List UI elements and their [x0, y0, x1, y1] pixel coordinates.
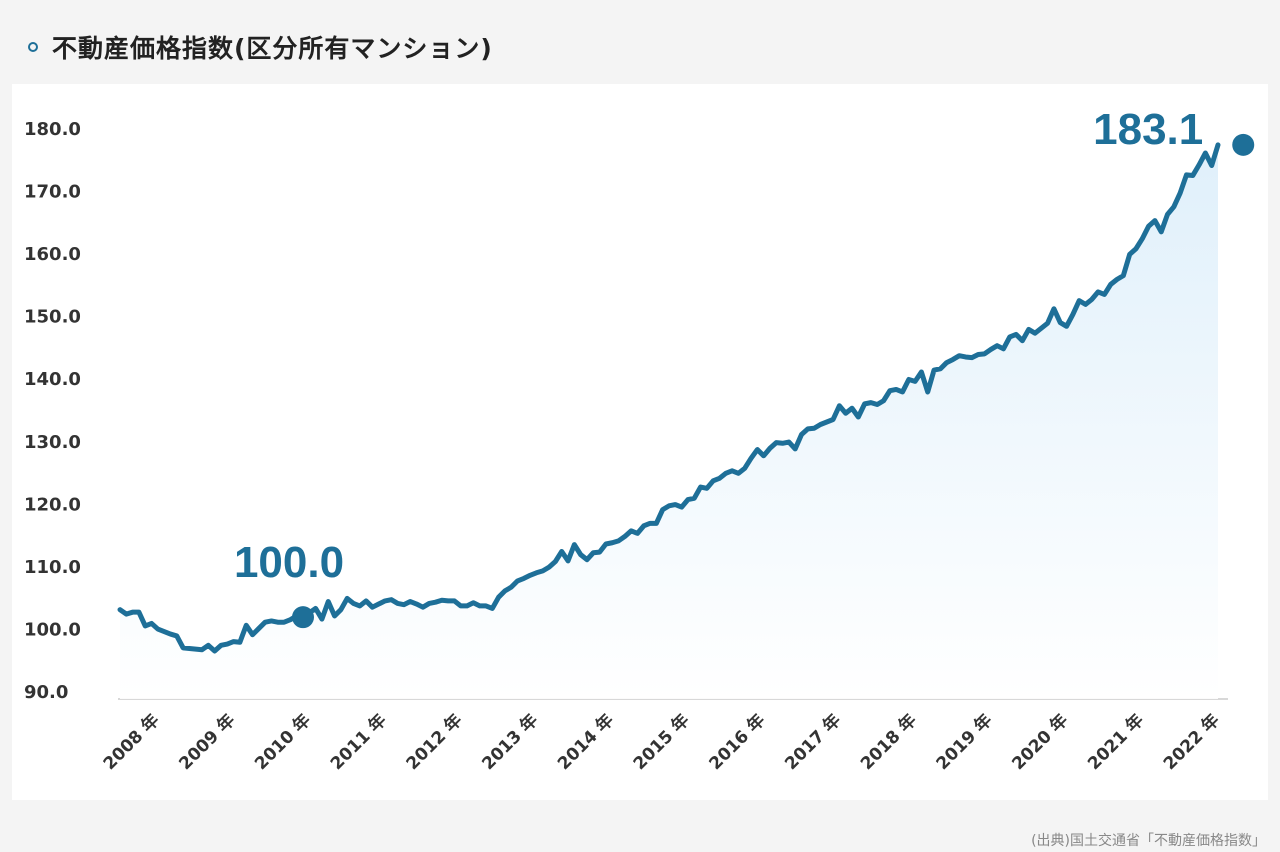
chart-header: 不動産価格指数(区分所有マンション): [28, 22, 493, 72]
y-axis: 90.0 100.0 110.0 120.0 130.0 140.0 150.0 160.0 1…: [24, 119, 81, 703]
x-tick-label: 2017 年: [781, 710, 846, 775]
annotations: 100.0 183.1: [234, 105, 1255, 629]
x-tick-label: 2013 年: [478, 710, 543, 775]
x-tick-label: 2021 年: [1083, 710, 1148, 775]
y-tick-label: 180.0: [24, 119, 81, 140]
y-tick-label: 160.0: [24, 244, 81, 265]
chart-panel: 90.0 100.0 110.0 120.0 130.0 140.0 150.0 160.0 1…: [12, 84, 1268, 800]
page-title: 不動産価格指数(区分所有マンション): [52, 34, 493, 63]
y-tick-label: 150.0: [24, 307, 81, 328]
x-axis: 2008 年 2009 年 2010 年 2011 年 2012 年 2013 年 2014…: [99, 698, 1228, 775]
annotation-marker: [292, 606, 314, 629]
x-tick-label: 2011 年: [326, 710, 391, 775]
y-tick-label: 90.0: [24, 682, 68, 703]
x-tick-label: 2022 年: [1159, 710, 1224, 775]
y-tick-label: 170.0: [24, 182, 81, 203]
x-tick-label: 2019 年: [932, 710, 997, 775]
x-tick-label: 2012 年: [402, 710, 467, 775]
source-note: (出典)国土交通省「不動産価格指数」: [1031, 833, 1266, 849]
x-tick-label: 2020 年: [1008, 710, 1073, 775]
x-tick-label: 2010 年: [250, 710, 315, 775]
circle-bullet-icon: [28, 42, 38, 52]
y-tick-label: 110.0: [24, 557, 81, 578]
y-tick-label: 120.0: [24, 494, 81, 515]
x-tick-label: 2015 年: [629, 710, 694, 775]
x-tick-label: 2008 年: [99, 710, 164, 775]
y-tick-label: 130.0: [24, 432, 81, 453]
annotation-marker: [1232, 133, 1255, 156]
area-chart: 90.0 100.0 110.0 120.0 130.0 140.0 150.0 160.0 1…: [24, 105, 1255, 775]
annotation-label: 183.1: [1093, 105, 1203, 154]
x-tick-label: 2014 年: [553, 710, 618, 775]
annotation-label: 100.0: [234, 538, 344, 587]
y-tick-label: 140.0: [24, 369, 81, 390]
area-fill: [120, 144, 1218, 699]
x-tick-label: 2016 年: [705, 710, 770, 775]
x-tick-label: 2018 年: [856, 710, 921, 775]
x-tick-label: 2009 年: [175, 710, 240, 775]
y-tick-label: 100.0: [24, 619, 81, 640]
